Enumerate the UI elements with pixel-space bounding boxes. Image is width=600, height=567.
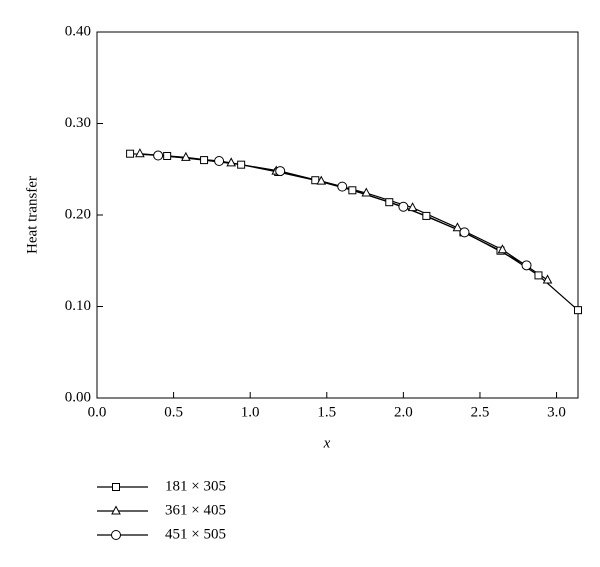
- marker: [163, 151, 172, 160]
- x-tick-label: 1.5: [317, 404, 336, 420]
- marker: [422, 211, 431, 220]
- series-line: [130, 153, 579, 311]
- legend-marker: [111, 505, 121, 515]
- marker: [398, 201, 409, 212]
- legend-label: 361 × 405: [165, 502, 226, 518]
- marker: [497, 244, 508, 254]
- marker: [237, 160, 246, 169]
- y-tick-label: 0.10: [65, 298, 91, 314]
- series-line: [139, 153, 548, 281]
- x-tick-label: 0.0: [88, 404, 107, 420]
- marker: [574, 306, 582, 315]
- marker: [153, 150, 164, 161]
- marker: [226, 157, 237, 167]
- legend-marker: [112, 483, 120, 491]
- marker: [214, 156, 225, 167]
- marker: [361, 187, 372, 197]
- legend-marker: [111, 530, 121, 540]
- marker: [348, 186, 357, 195]
- marker: [534, 271, 543, 280]
- y-tick-label: 0.20: [65, 206, 91, 222]
- marker: [181, 151, 191, 161]
- series-line: [158, 154, 527, 266]
- marker: [452, 222, 463, 232]
- x-axis-label: x: [323, 435, 331, 451]
- x-tick-label: 2.5: [471, 404, 490, 420]
- marker: [200, 156, 209, 165]
- x-tick-label: 0.5: [164, 404, 183, 420]
- y-tick-label: 0.40: [65, 23, 91, 39]
- y-axis-label: Heat transfer: [24, 176, 40, 254]
- marker: [542, 274, 553, 284]
- marker: [521, 260, 532, 271]
- marker: [316, 175, 327, 185]
- marker: [407, 202, 418, 212]
- x-tick-label: 2.0: [394, 404, 413, 420]
- y-tick-label: 0.30: [65, 115, 91, 131]
- legend-label: 181 × 305: [165, 478, 226, 494]
- y-tick-label: 0.00: [65, 389, 91, 405]
- marker: [126, 149, 135, 158]
- legend-label: 451 × 505: [165, 526, 226, 542]
- marker: [459, 227, 470, 238]
- marker: [385, 198, 394, 207]
- marker: [135, 148, 145, 158]
- marker: [337, 181, 348, 192]
- plot-frame: [96, 31, 579, 399]
- x-tick-label: 3.0: [547, 404, 566, 420]
- x-tick-label: 1.0: [241, 404, 260, 420]
- marker: [275, 166, 286, 177]
